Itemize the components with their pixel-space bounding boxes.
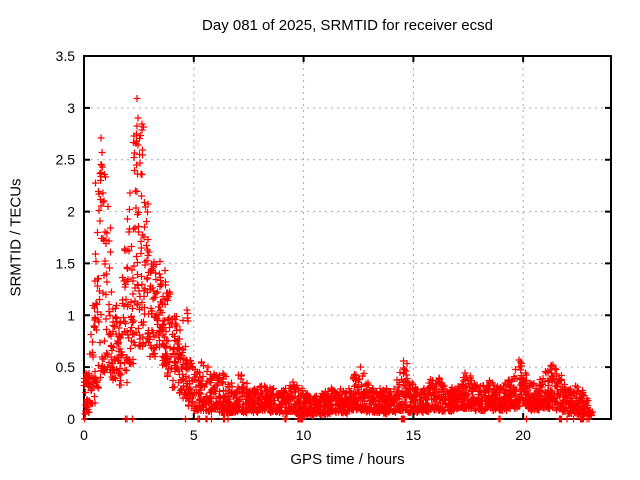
y-tick-label: 1.5: [56, 255, 76, 271]
grid-lines: [85, 57, 610, 418]
data-points: [80, 95, 596, 423]
x-tick-label: 0: [80, 427, 88, 443]
plot-border: [83, 55, 612, 420]
y-tick-labels: 0 0.5 1 1.5 2 2.5 3 3.5: [56, 48, 76, 427]
y-tick-label: 2: [67, 204, 75, 220]
x-tick-label: 5: [190, 427, 198, 443]
x-tick-label: 15: [406, 427, 422, 443]
x-axis-label: GPS time / hours: [290, 451, 405, 468]
chart-title: Day 081 of 2025, SRMTID for receiver ecs…: [202, 17, 493, 34]
y-tick-label: 2.5: [56, 152, 76, 168]
y-tick-label: 3: [67, 100, 75, 116]
y-tick-label: 0: [67, 411, 75, 427]
x-tick-label: 20: [515, 427, 531, 443]
x-tick-labels: 0 5 10 15 20: [80, 427, 531, 443]
y-axis-label: SRMTID / TECUs: [7, 178, 25, 297]
y-tick-label: 1: [67, 307, 75, 323]
y-tick-label: 3.5: [56, 48, 76, 64]
x-tick-label: 10: [296, 427, 312, 443]
y-tick-label: 0.5: [56, 359, 76, 375]
